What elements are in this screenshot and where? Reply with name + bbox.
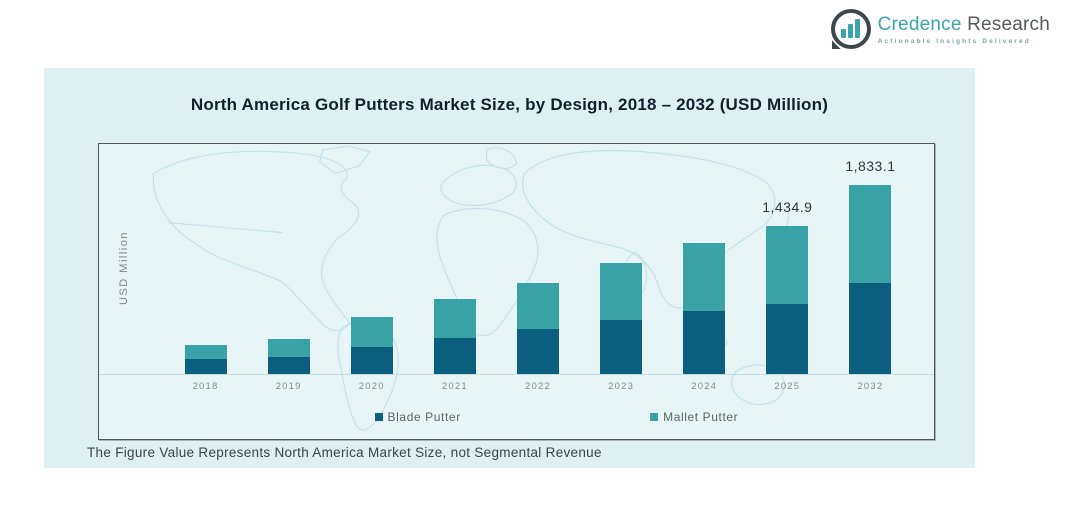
- chart-panel: North America Golf Putters Market Size, …: [44, 68, 975, 468]
- brand-name-primary: Credence: [877, 14, 962, 35]
- bar-slot-2025: 1,434.9: [746, 144, 829, 374]
- bar-slot-2022: [496, 144, 579, 374]
- x-axis-label-2021: 2021: [441, 381, 468, 392]
- bar-segment-blade-2032: [849, 283, 892, 374]
- stacked-bar-2024: [683, 243, 726, 374]
- bar-slot-2023: [580, 144, 663, 374]
- bar-segment-blade-2019: [267, 357, 310, 374]
- bar-segment-mallet-2024: [683, 243, 726, 312]
- bar-segment-blade-2024: [683, 311, 726, 374]
- blade-putter-swatch: [374, 413, 383, 421]
- bar-segment-mallet-2019: [267, 339, 310, 357]
- bar-slot-2018: [164, 144, 247, 374]
- brand-name-secondary: Research: [967, 14, 1050, 35]
- data-label-2025: 1,434.9: [762, 199, 813, 216]
- legend-item-blade-putter: Blade Putter: [374, 410, 461, 424]
- data-label-2032: 1,833.1: [845, 158, 896, 175]
- legend-item-mallet-putter: Mallet Putter: [650, 410, 738, 424]
- bar-segment-blade-2018: [184, 358, 227, 374]
- x-axis-label-2025: 2025: [774, 381, 801, 392]
- chart-title: North America Golf Putters Market Size, …: [190, 95, 829, 114]
- stacked-bar-2020: [350, 317, 393, 374]
- stacked-bar-2023: [600, 263, 643, 374]
- stacked-bar-2018: [184, 345, 227, 374]
- logo-text: Credence Research Actionable Insights De…: [878, 9, 1050, 45]
- bar-segment-mallet-2020: [350, 317, 393, 347]
- bar-segment-mallet-2032: [849, 185, 892, 284]
- bar-slot-2020: [330, 144, 413, 374]
- bar-segment-blade-2023: [600, 320, 643, 374]
- bar-segment-blade-2021: [433, 338, 476, 374]
- x-axis-label-2022: 2022: [525, 381, 551, 392]
- x-axis-label-2024: 2024: [691, 381, 718, 392]
- bar-segment-blade-2020: [350, 347, 393, 374]
- bar-slot-2021: [413, 144, 496, 374]
- bar-segment-blade-2025: [766, 304, 809, 374]
- bar-chart-bubble-icon: [830, 9, 871, 49]
- bar-slot-2024: [663, 144, 746, 374]
- bar-slot-2019: [247, 144, 330, 374]
- credence-research-logo: Credence Research Actionable Insights De…: [830, 9, 1050, 49]
- bar-segment-mallet-2018: [184, 345, 227, 359]
- bar-segment-mallet-2023: [600, 263, 643, 321]
- x-axis-label-2023: 2023: [608, 381, 635, 392]
- mallet-putter-swatch: [650, 413, 659, 421]
- stacked-bar-2025: [766, 226, 809, 374]
- legend-label-blade: Blade Putter: [387, 410, 461, 424]
- bar-segment-blade-2022: [516, 329, 559, 374]
- stacked-bar-2019: [267, 339, 310, 374]
- x-axis-label-2019: 2019: [275, 381, 302, 392]
- speech-bubble-tail: [831, 40, 841, 49]
- stacked-bar-2021: [433, 299, 476, 374]
- figure-note: The Figure Value Represents North Americ…: [87, 445, 602, 460]
- plot-area: USD Million 1,434.9 1,833.1 2018 2019 2020 2…: [98, 143, 935, 440]
- bar-segment-mallet-2022: [516, 283, 559, 330]
- x-axis-label-2032: 2032: [857, 381, 884, 392]
- brand-tagline: Actionable Insights Delivered: [877, 38, 1031, 45]
- legend: Blade Putter Mallet Putter: [99, 410, 934, 426]
- x-axis-labels-row: 2018 2019 2020 2021 2022 2023 2024 2025 2032: [99, 381, 934, 392]
- legend-label-mallet: Mallet Putter: [663, 410, 739, 424]
- bar-slot-2032: 1,833.1: [829, 144, 912, 374]
- bar-segment-mallet-2021: [433, 299, 476, 339]
- stacked-bar-2032: [849, 185, 892, 374]
- x-axis-label-2018: 2018: [192, 381, 219, 392]
- logo-ring: [830, 9, 871, 49]
- bars-row: 1,434.9 1,833.1: [99, 144, 934, 375]
- stacked-bar-2022: [516, 283, 559, 374]
- brand-name: Credence Research: [878, 14, 1050, 36]
- x-axis-label-2020: 2020: [358, 381, 385, 392]
- bar-segment-mallet-2025: [766, 226, 809, 305]
